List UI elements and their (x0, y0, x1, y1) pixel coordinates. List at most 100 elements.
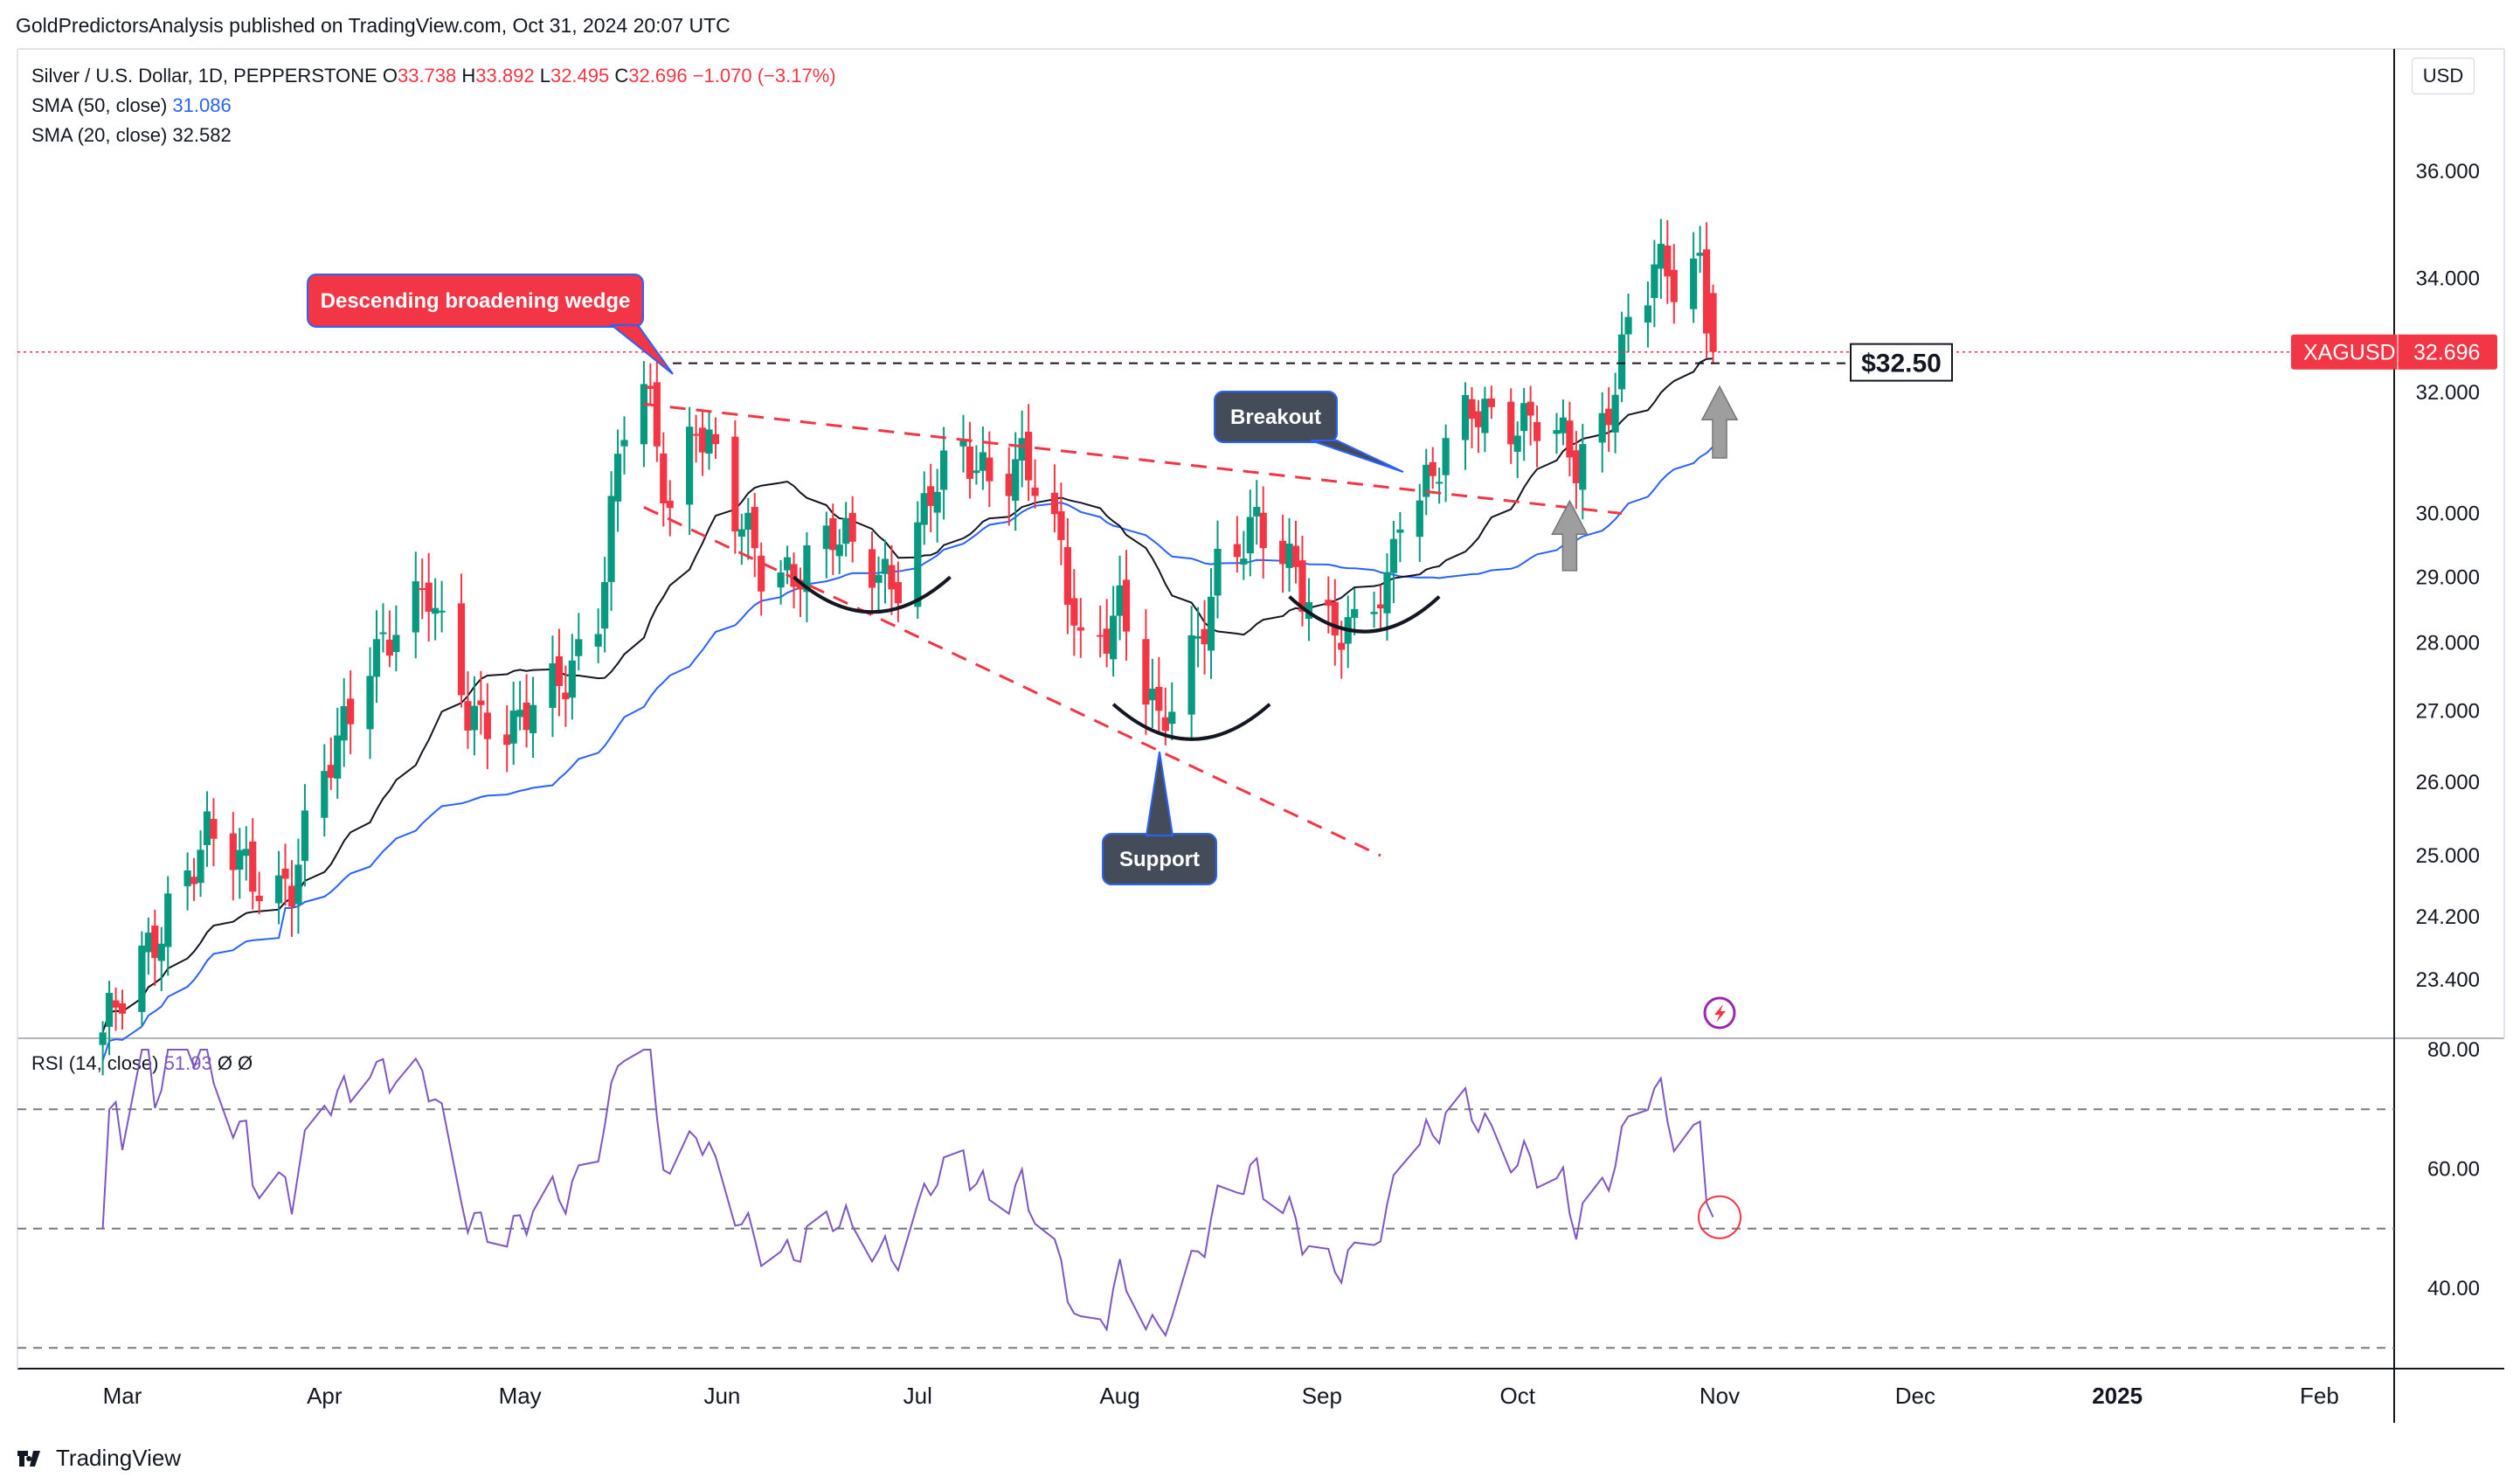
candle-up (881, 558, 890, 574)
candle-up (470, 705, 479, 731)
candle-up (1110, 615, 1118, 660)
sma50-path (101, 446, 1714, 1062)
support-callout: Support (1102, 751, 1217, 885)
candle-up (242, 849, 250, 856)
candle-down (419, 588, 426, 591)
candle-up (1148, 688, 1156, 701)
candle-up (737, 529, 745, 537)
price-tick-label: 36.000 (2416, 160, 2480, 184)
candle-down (1566, 420, 1574, 458)
candle-up (183, 870, 191, 887)
close-label: C (614, 65, 629, 87)
candle-up (1461, 395, 1470, 440)
time-tick-label: Apr (307, 1383, 343, 1409)
candle-up (1481, 399, 1489, 433)
candle-down (483, 712, 491, 739)
candle-down (562, 692, 570, 700)
candle-up (1442, 438, 1450, 475)
breakout-callout: Breakout (1214, 391, 1404, 473)
candle-down (1233, 544, 1241, 558)
candle-up (1018, 438, 1026, 461)
candle-up (594, 634, 602, 647)
candle-down (1050, 492, 1059, 515)
sma20-line[interactable]: SMA (20, close) 32.582 (31, 121, 836, 150)
candle-down (888, 565, 896, 590)
candle-up (1246, 517, 1254, 554)
candle-up (144, 933, 152, 953)
candle-up (1559, 417, 1568, 433)
candle-down (555, 655, 564, 686)
candle-down (1429, 461, 1437, 476)
candle-up (1644, 305, 1652, 323)
candle-up (99, 1032, 107, 1045)
rsi-line (101, 1049, 1714, 1338)
candle-up (1423, 464, 1430, 497)
time-tick-label: Sep (1302, 1383, 1342, 1409)
time-tick-label: Jun (703, 1383, 740, 1409)
candle-down (287, 885, 296, 907)
rsi-axis[interactable]: 80.00 60.00 40.00 (2427, 1038, 2480, 1300)
candle-down (281, 868, 289, 879)
sma50-line[interactable]: SMA (50, close) 31.086 (31, 91, 836, 121)
candle-down (986, 457, 993, 482)
candle-down (477, 700, 485, 705)
candle-down (790, 564, 798, 587)
rsi-value: 51.93 (163, 1052, 212, 1074)
chart-legend: Silver / U.S. Dollar, 1D, PEPPERSTONE O3… (31, 61, 836, 150)
candle-down (1063, 547, 1071, 605)
time-tick-label: Oct (1499, 1383, 1535, 1409)
candle-up (920, 493, 928, 525)
candle-down (327, 765, 335, 778)
candle-down (1474, 411, 1483, 427)
candle-up (686, 426, 694, 505)
time-tick-label: May (499, 1383, 542, 1409)
candle-up (973, 470, 980, 474)
candle-up (1207, 596, 1215, 651)
candle-up (979, 452, 987, 471)
candle-down (347, 698, 355, 725)
candle-down (249, 841, 257, 892)
candle-down (711, 433, 720, 445)
candle-up (529, 704, 537, 733)
wedge-lower-line (643, 505, 1381, 857)
candle-down (1122, 579, 1131, 632)
candles (99, 218, 1717, 1076)
candle-down (1533, 421, 1541, 441)
time-tick-label: Feb (2300, 1383, 2339, 1409)
candle-down (829, 517, 837, 551)
wedge-callout: Descending broadening wedge (307, 274, 674, 375)
candle-down (758, 555, 765, 592)
candle-up (438, 610, 446, 613)
open-value: 33.738 (397, 65, 457, 87)
symbol-name[interactable]: Silver / U.S. Dollar, 1D, PEPPERSTONE (31, 65, 377, 87)
candle-down (1201, 628, 1208, 645)
level-label-box (1850, 343, 1953, 382)
rsi-tick-label: 80.00 (2427, 1038, 2480, 1062)
arc-left (793, 575, 952, 614)
lightning-bolt (1714, 1004, 1726, 1023)
rsi-path (101, 1049, 1714, 1338)
change-value: −1.070 (−3.17%) (692, 65, 836, 87)
open-label: O (382, 65, 398, 87)
wedge-callout-text: Descending broadening wedge (321, 289, 631, 313)
candle-down (1070, 598, 1078, 626)
time-tick-label: 2025 (2092, 1383, 2143, 1409)
candle-up (379, 632, 387, 635)
candle-up (1383, 572, 1391, 614)
price-axis[interactable]: 36.000 34.000 32.000 30.000 29.000 28.000 27.0… (2416, 160, 2480, 992)
candle-down (1155, 686, 1163, 711)
candle-up (412, 581, 419, 633)
candle-down (190, 877, 198, 884)
sma20-value: 32.582 (172, 124, 232, 146)
price-tick-label: 26.000 (2416, 771, 2480, 794)
currency-button[interactable]: USD (2412, 58, 2475, 94)
candle-down (660, 453, 668, 504)
candle-down (1709, 293, 1717, 352)
time-axis[interactable]: Mar Apr May Jun Jul Aug Sep Oct Nov Dec 2025 Feb (103, 1383, 2339, 1409)
low-value: 32.495 (550, 65, 610, 87)
tradingview-logo[interactable]: TradingView (16, 1445, 181, 1472)
rsi-legend[interactable]: RSI (14, close) 51.93 Ø Ø (31, 1052, 253, 1075)
candle-up (835, 544, 843, 557)
price-tick-label: 30.000 (2416, 502, 2480, 525)
